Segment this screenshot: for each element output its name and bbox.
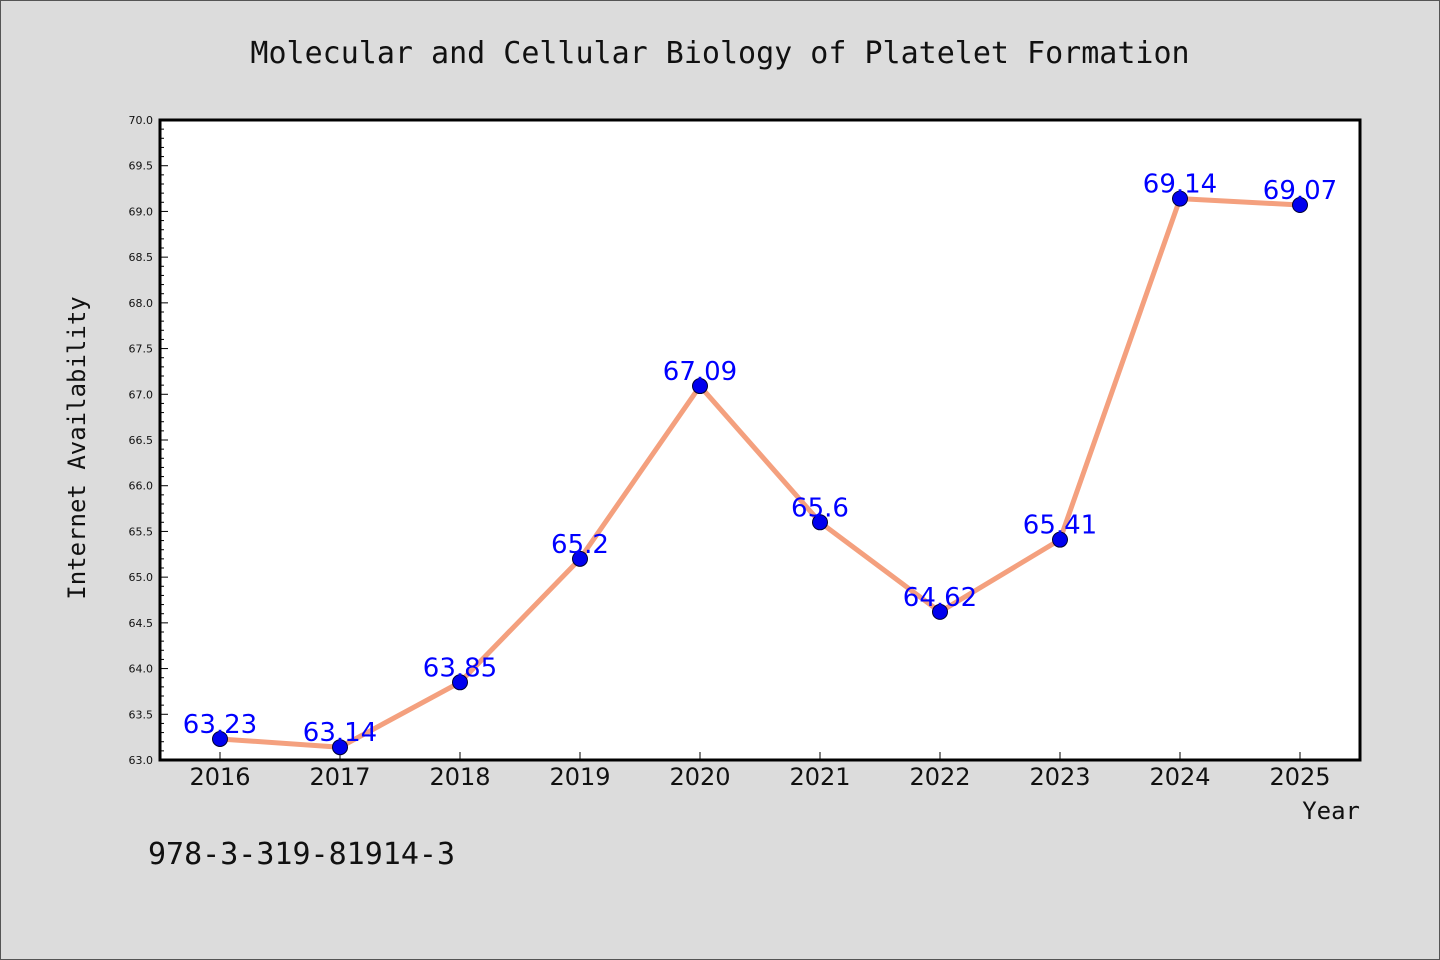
y-tick-label: 67.5 — [129, 343, 154, 356]
data-label: 65.6 — [791, 493, 849, 523]
data-point — [932, 603, 948, 620]
x-tick-label: 2023 — [1029, 763, 1090, 791]
x-tick-label: 2022 — [909, 763, 970, 791]
x-tick-label: 2020 — [669, 763, 730, 791]
data-label: 65.2 — [551, 530, 609, 560]
data-label: 69.14 — [1143, 170, 1217, 200]
data-label: 64.62 — [903, 583, 977, 613]
data-point — [572, 550, 588, 567]
x-axis: 2016 2017 2018 2019 2020 2021 2022 2023 2024 2025 — [189, 752, 1331, 791]
y-axis: 63.0 63.5 64.0 64.5 65.0 65.5 66.0 66.5 67.0 67.5… — [129, 114, 168, 767]
data-label: 63.14 — [303, 718, 377, 748]
y-tick-label: 69.0 — [129, 205, 154, 218]
data-label: 63.85 — [423, 653, 497, 683]
data-point — [1172, 190, 1188, 207]
chart-title: Molecular and Cellular Biology of Platel… — [250, 36, 1189, 71]
y-tick-label: 65.5 — [129, 525, 154, 538]
series-line — [217, 196, 1303, 750]
x-tick-label: 2021 — [789, 763, 850, 791]
x-tick-label: 2019 — [549, 763, 610, 791]
y-tick-label: 64.0 — [129, 663, 154, 676]
x-tick-label: 2017 — [309, 763, 370, 791]
y-tick-label: 68.0 — [129, 297, 154, 310]
y-tick-label: 66.5 — [129, 434, 154, 447]
x-axis-label: Year — [1302, 797, 1360, 825]
data-point — [692, 378, 708, 395]
data-label: 69.07 — [1263, 176, 1337, 206]
y-tick-label: 63.0 — [129, 754, 154, 767]
x-tick-label: 2024 — [1149, 763, 1210, 791]
y-tick-label: 67.0 — [129, 388, 154, 401]
y-tick-label: 64.5 — [129, 617, 154, 630]
y-tick-label: 65.0 — [129, 571, 154, 584]
data-point — [1292, 197, 1308, 214]
y-tick-label: 68.5 — [129, 251, 154, 264]
data-series: 63.23 63.14 63.85 65.2 67.09 65.6 64.62 65.41 69… — [183, 170, 1337, 756]
x-tick-label: 2018 — [429, 763, 490, 791]
isbn-text: 978-3-319-81914-3 — [148, 837, 455, 872]
data-point — [812, 514, 828, 531]
y-tick-label: 69.5 — [129, 160, 154, 173]
data-label: 67.09 — [663, 357, 737, 387]
x-tick-label: 2025 — [1269, 763, 1330, 791]
plot-area — [158, 118, 1362, 762]
data-point — [332, 739, 348, 756]
y-tick-label: 63.5 — [129, 708, 154, 721]
data-point — [452, 674, 468, 691]
y-tick-label: 66.0 — [129, 480, 154, 493]
x-tick-label: 2016 — [189, 763, 250, 791]
data-point — [212, 730, 228, 747]
y-axis-label: Internet Availability — [63, 296, 91, 599]
data-label: 65.41 — [1023, 511, 1097, 541]
y-tick-label: 70.0 — [129, 114, 154, 127]
data-label: 63.23 — [183, 710, 257, 740]
data-point — [1052, 531, 1068, 548]
